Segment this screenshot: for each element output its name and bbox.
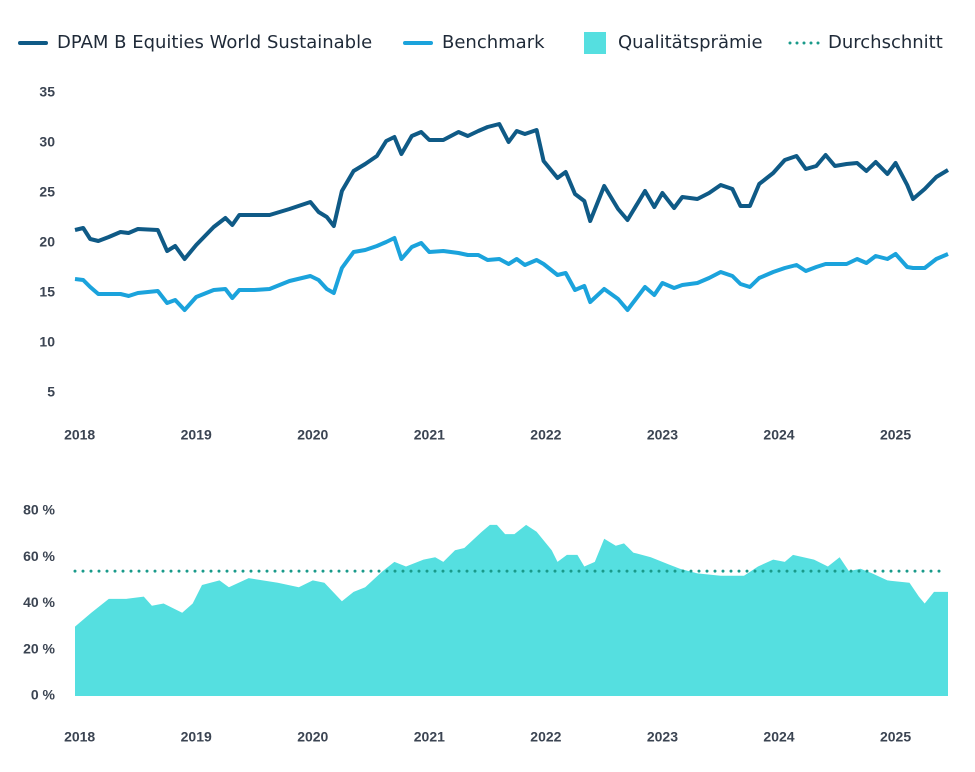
x-tick-label: 2023 [647, 427, 678, 443]
y-tick-label: 30 [39, 134, 55, 150]
legend-label: Benchmark [442, 32, 545, 53]
x-tick-label: 2022 [530, 729, 561, 745]
y-tick-label: 20 % [23, 640, 55, 656]
x-tick-label: 2018 [64, 427, 95, 443]
x-tick-label: 2025 [880, 427, 911, 443]
x-tick-label: 2021 [414, 729, 445, 745]
series-line [74, 236, 949, 312]
y-tick-label: 15 [39, 284, 55, 300]
x-tick-label: 2022 [530, 427, 561, 443]
y-tick-label: 20 [39, 234, 55, 250]
y-tick-label: 40 % [23, 594, 55, 610]
y-tick-label: 10 [39, 334, 55, 350]
x-tick-label: 2018 [64, 729, 95, 745]
x-tick-label: 2019 [181, 427, 212, 443]
y-tick-label: 25 [39, 184, 55, 200]
y-tick-label: 60 % [23, 548, 55, 564]
series-area [75, 524, 948, 696]
x-tick-label: 2024 [763, 729, 794, 745]
x-tick-label: 2023 [647, 729, 678, 745]
legend-swatch [584, 32, 606, 54]
x-tick-label: 2021 [414, 427, 445, 443]
x-tick-label: 2020 [297, 729, 328, 745]
legend-label: Durchschnitt [828, 32, 943, 53]
y-tick-label: 5 [47, 384, 55, 400]
x-tick-label: 2025 [880, 729, 911, 745]
x-tick-label: 2019 [181, 729, 212, 745]
y-tick-label: 80 % [23, 502, 55, 518]
y-tick-label: 35 [39, 84, 55, 100]
x-tick-label: 2024 [763, 427, 794, 443]
legend-label: DPAM B Equities World Sustainable [57, 32, 372, 53]
y-tick-label: 0 % [31, 687, 56, 703]
legend-label: Qualitätsprämie [618, 32, 763, 53]
series-line [74, 122, 950, 261]
x-tick-label: 2020 [297, 427, 328, 443]
